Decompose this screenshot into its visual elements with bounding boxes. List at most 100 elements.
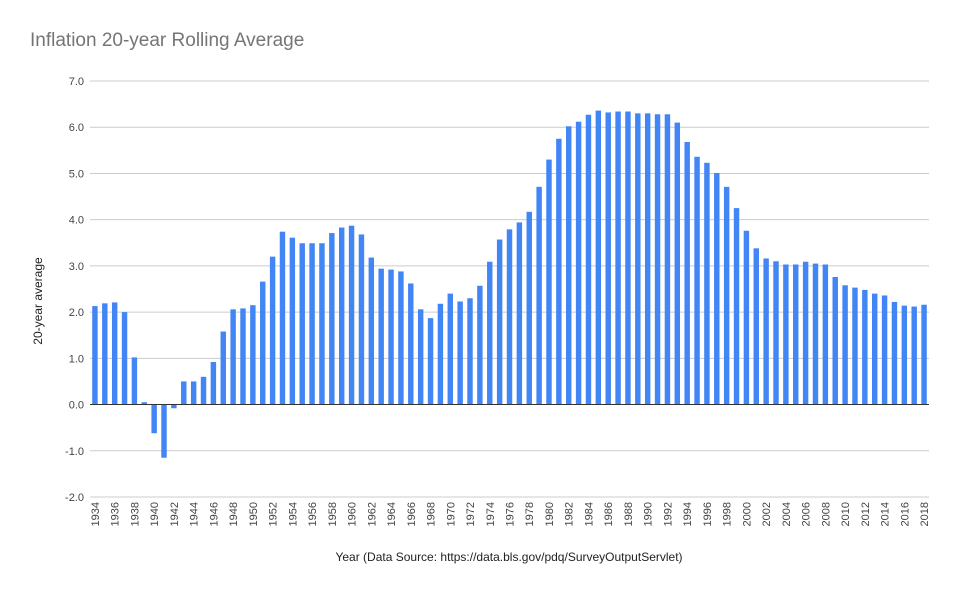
bar-1966 [408,283,414,405]
bar-1956 [309,243,315,405]
y-tick-label: 6.0 [69,122,84,134]
bar-1975 [496,239,503,405]
bar-1997 [714,172,720,405]
x-tick-label: 1938 [129,502,141,526]
bar-2002 [763,258,769,405]
bar-1967 [417,309,424,405]
bar-1962 [368,257,375,405]
x-tick-label: 1984 [583,502,595,526]
bar-1980 [546,159,552,405]
bar-1990 [644,113,651,405]
x-tick-label: 1998 [722,502,734,526]
x-tick-label: 1964 [386,502,398,526]
bar-1953 [279,231,286,405]
x-tick-label: 2012 [860,502,872,526]
bar-2008 [822,264,829,405]
bar-2015 [891,301,898,405]
bar-1999 [733,208,740,405]
bar-1964 [388,269,394,405]
x-tick-label: 2004 [781,502,793,526]
y-tick-label: 0.0 [69,400,84,412]
x-tick-label: 1980 [544,502,556,526]
bar-1959 [338,227,345,405]
bar-1946 [210,362,217,405]
x-tick-label: 1966 [406,502,418,526]
bar-1987 [615,111,621,405]
bar-1955 [299,243,305,405]
x-tick-label: 2016 [899,502,911,526]
bar-1957 [319,243,325,405]
bar-1968 [427,318,434,405]
x-tick-label: 1936 [110,502,122,526]
x-tick-label: 1960 [347,502,359,526]
chart-title: Inflation 20-year Rolling Average [30,30,305,51]
bar-2016 [901,305,908,405]
bar-2013 [872,293,878,405]
bar-1978 [526,211,532,405]
bar-2007 [812,263,819,405]
x-tick-label: 1954 [287,502,299,526]
x-tick-label: 1950 [248,502,260,526]
bar-2012 [862,289,868,405]
y-tick-label: -2.0 [65,492,84,504]
bar-1940 [151,404,157,434]
y-axis-ticks: -2.0 -1.0 0.0 1.0 2.0 3.0 4.0 5.0 6.0 7.0 [65,76,84,504]
bar-2000 [743,230,750,405]
bar-1989 [635,113,641,405]
bar-1947 [220,331,226,405]
bar-1977 [516,222,523,405]
bar-1960 [348,225,355,405]
x-tick-label: 2002 [761,502,773,526]
x-axis-label: Year (Data Source: https://data.bls.gov/… [335,550,682,564]
bar-1998 [723,186,730,405]
x-tick-label: 1946 [208,502,220,526]
bar-1934 [92,306,98,405]
bar-1973 [477,285,483,405]
bar-1995 [694,156,700,405]
bar-1981 [556,138,562,405]
bar-1936 [111,302,118,405]
x-tick-label: 2018 [919,502,931,526]
bar-1951 [260,281,266,405]
bar-1961 [358,234,365,405]
bar-1937 [121,312,128,405]
x-tick-label: 1996 [702,502,714,526]
x-tick-label: 1968 [426,502,438,526]
bar-2010 [842,285,848,405]
bar-1942 [171,404,177,409]
x-tick-label: 2006 [801,502,813,526]
bar-1992 [664,114,671,405]
x-tick-label: 2000 [741,502,753,526]
x-tick-label: 2014 [880,502,892,526]
bar-1988 [625,111,631,405]
bar-1971 [457,301,463,405]
bar-2011 [852,287,858,405]
y-tick-label: 4.0 [69,215,84,227]
x-tick-label: 1982 [564,502,576,526]
x-axis-ticks: 1934 1936 1938 1940 1942 1944 1946 1948 1950 1952… [90,502,931,526]
bar-1993 [674,122,681,405]
bar-1963 [378,268,384,405]
y-tick-label: -1.0 [65,446,84,458]
y-tick-label: 5.0 [69,168,84,180]
bar-1969 [437,303,444,405]
x-tick-label: 1970 [445,502,457,526]
bar-1985 [595,110,602,405]
x-tick-label: 1994 [682,502,694,526]
x-tick-label: 1988 [623,502,635,526]
y-tick-label: 2.0 [69,307,84,319]
bar-1938 [131,357,138,405]
bar-1948 [230,309,236,405]
bar-1939 [141,402,147,405]
bar-1950 [250,305,256,405]
x-tick-label: 1976 [505,502,517,526]
bar-2017 [911,306,917,405]
y-tick-label: 3.0 [69,261,84,273]
bar-2005 [793,264,799,405]
x-tick-label: 1962 [366,502,378,526]
x-tick-label: 1934 [90,502,102,526]
x-tick-label: 1948 [228,502,240,526]
bar-1935 [102,303,108,405]
bar-1943 [181,381,187,405]
